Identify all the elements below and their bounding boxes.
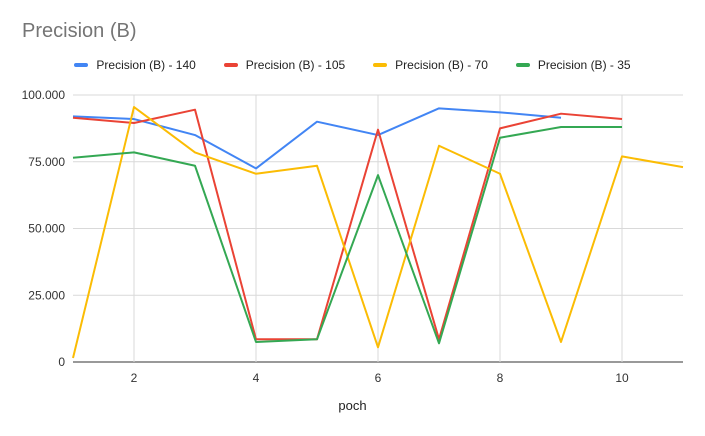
y-tick-label: 25.000 — [28, 288, 65, 302]
legend-item: Precision (B) - 70 — [373, 58, 488, 72]
x-tick-label: 4 — [253, 371, 260, 385]
series-line-2 — [72, 108, 623, 341]
legend-item: Precision (B) - 35 — [515, 58, 631, 72]
series-line-4 — [72, 126, 622, 345]
y-tick-label: 0 — [58, 355, 65, 369]
x-tick-label: 2 — [131, 371, 138, 385]
legend-swatch — [74, 63, 89, 67]
y-tick-label: 75.000 — [28, 155, 65, 169]
series-line-3 — [72, 106, 684, 359]
y-tick-label: 50.000 — [28, 222, 65, 236]
legend-swatch — [373, 63, 388, 67]
legend-swatch — [223, 63, 238, 67]
legend: Precision (B) - 140 Precision (B) - 105 Pr… — [0, 58, 705, 72]
legend-label: Precision (B) - 70 — [395, 58, 488, 72]
chart-title: Precision (B) — [22, 20, 137, 42]
x-tick-label: 6 — [375, 371, 382, 385]
legend-label: Precision (B) - 35 — [537, 58, 631, 72]
legend-item: Precision (B) - 105 — [223, 58, 346, 72]
x-axis-label: poch — [338, 398, 367, 413]
legend-label: Precision (B) - 105 — [245, 58, 346, 72]
legend-label: Precision (B) - 140 — [96, 58, 196, 72]
x-tick-label: 10 — [615, 371, 629, 385]
x-tick-label: 8 — [497, 371, 504, 385]
legend-swatch — [515, 63, 530, 67]
legend-item: Precision (B) - 140 — [74, 58, 196, 72]
series-line-1 — [72, 107, 562, 170]
y-tick-label: 100.000 — [22, 88, 66, 102]
